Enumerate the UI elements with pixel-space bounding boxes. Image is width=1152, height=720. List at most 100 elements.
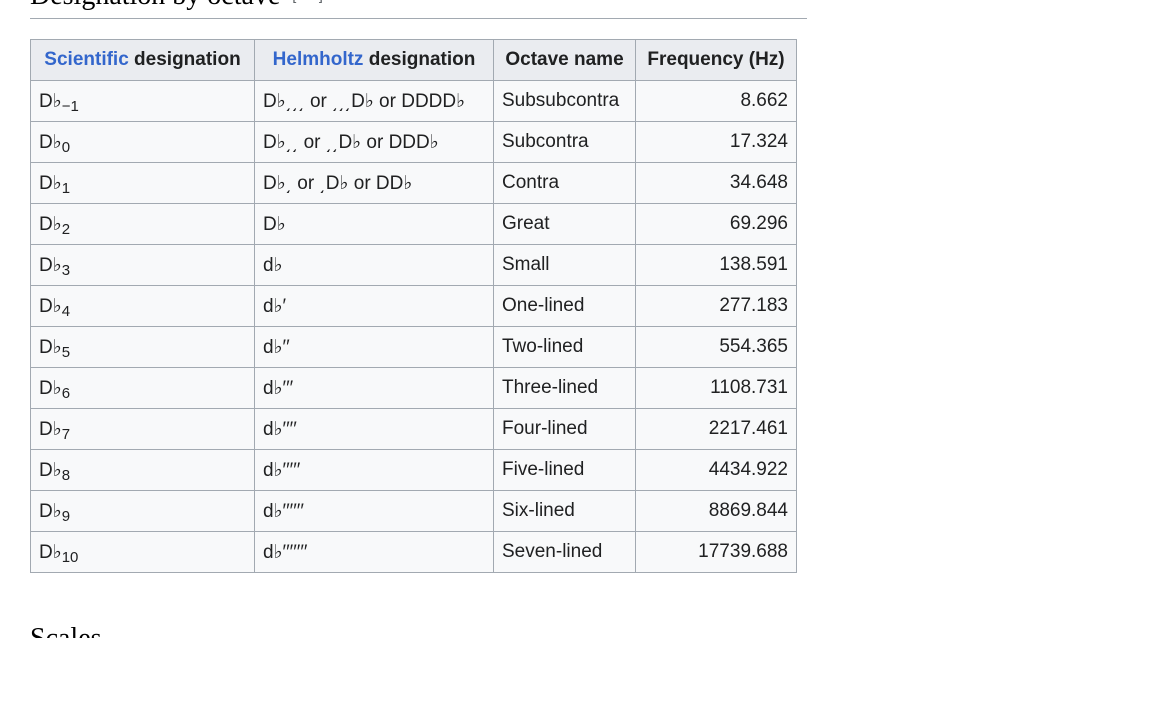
header-scientific-designation: Scientific designation	[30, 39, 255, 81]
scientific-note: D♭	[39, 172, 62, 194]
cell-octave-name: Seven-lined	[493, 531, 636, 573]
scientific-note: D♭	[39, 336, 62, 358]
table-row: D♭3 d♭ Small 138.591	[30, 244, 797, 286]
cell-helmholtz: D♭͵͵͵ or ͵͵͵D♭ or DDDD♭	[254, 80, 494, 122]
cell-frequency: 34.648	[635, 162, 797, 204]
table-row: D♭−1 D♭͵͵͵ or ͵͵͵D♭ or DDDD♭ Subsubcontra 8…	[30, 80, 797, 122]
helmholtz-link[interactable]: Helmholtz	[272, 49, 364, 70]
cell-octave-name: Three-lined	[493, 367, 636, 409]
cell-scientific: D♭0	[30, 121, 255, 163]
table-row: D♭2 D♭ Great 69.296	[30, 203, 797, 245]
edit-bracket-open: [	[292, 0, 296, 3]
octave-subscript: 4	[61, 302, 71, 320]
cell-helmholtz: d♭′′	[254, 326, 494, 368]
section-header: Designation by octave [edit]	[30, 0, 807, 19]
header-frequency: Frequency (Hz)	[635, 39, 797, 81]
section-title-row: Designation by octave [edit]	[30, 0, 323, 13]
cell-frequency: 4434.922	[635, 449, 797, 491]
edit-section-link[interactable]: edit	[296, 0, 319, 3]
cell-helmholtz: d♭	[254, 244, 494, 286]
table-row: D♭4 d♭′ One-lined 277.183	[30, 285, 797, 327]
table-row: D♭5 d♭′′ Two-lined 554.365	[30, 326, 797, 368]
table-header-row: Scientific designation Helmholtz designa…	[30, 39, 797, 81]
cell-helmholtz: d♭′	[254, 285, 494, 327]
scientific-note: D♭	[39, 418, 62, 440]
cell-frequency: 17739.688	[635, 531, 797, 573]
scientific-note: D♭	[39, 295, 62, 317]
cell-octave-name: Six-lined	[493, 490, 636, 532]
cell-scientific: D♭3	[30, 244, 255, 286]
scientific-link[interactable]: Scientific	[44, 49, 129, 70]
cell-helmholtz: d♭′′′	[254, 367, 494, 409]
octave-subscript: 5	[61, 343, 71, 361]
edit-bracket-close: ]	[319, 0, 323, 3]
octave-subscript: 1	[61, 179, 71, 197]
cell-octave-name: Subcontra	[493, 121, 636, 163]
cell-frequency: 138.591	[635, 244, 797, 286]
cell-octave-name: Four-lined	[493, 408, 636, 450]
cell-helmholtz: d♭′′′′′′	[254, 490, 494, 532]
edit-section-link-wrap: [edit]	[292, 0, 322, 3]
cell-frequency: 69.296	[635, 203, 797, 245]
cell-frequency: 2217.461	[635, 408, 797, 450]
next-section-title: Scales	[30, 622, 102, 638]
cell-scientific: D♭−1	[30, 80, 255, 122]
cell-frequency: 277.183	[635, 285, 797, 327]
cell-octave-name: Small	[493, 244, 636, 286]
table-row: D♭6 d♭′′′ Three-lined 1108.731	[30, 367, 797, 409]
scientific-note: D♭	[39, 131, 62, 153]
cell-octave-name: Great	[493, 203, 636, 245]
cell-helmholtz: d♭′′′′′	[254, 449, 494, 491]
scientific-note: D♭	[39, 254, 62, 276]
scientific-note: D♭	[39, 500, 62, 522]
table-row: D♭10 d♭′′′′′′′ Seven-lined 17739.688	[30, 531, 797, 573]
cell-frequency: 554.365	[635, 326, 797, 368]
scientific-note: D♭	[39, 459, 62, 481]
cell-scientific: D♭9	[30, 490, 255, 532]
cell-frequency: 17.324	[635, 121, 797, 163]
cell-helmholtz: D♭	[254, 203, 494, 245]
octave-subscript: 10	[61, 548, 79, 566]
header-helmholtz-rest: designation	[363, 49, 476, 70]
cell-octave-name: Two-lined	[493, 326, 636, 368]
cell-helmholtz: d♭′′′′	[254, 408, 494, 450]
table-row: D♭1 D♭͵ or ͵D♭ or DD♭ Contra 34.648	[30, 162, 797, 204]
octave-subscript: 9	[61, 507, 71, 525]
octave-subscript: 7	[61, 425, 71, 443]
cell-octave-name: Five-lined	[493, 449, 636, 491]
cell-helmholtz: D♭͵ or ͵D♭ or DD♭	[254, 162, 494, 204]
section-title: Designation by octave	[30, 0, 280, 11]
table-row: D♭0 D♭͵͵ or ͵͵D♭ or DDD♭ Subcontra 17.324	[30, 121, 797, 163]
cell-octave-name: One-lined	[493, 285, 636, 327]
cell-helmholtz: d♭′′′′′′′	[254, 531, 494, 573]
cell-frequency: 1108.731	[635, 367, 797, 409]
cell-helmholtz: D♭͵͵ or ͵͵D♭ or DDD♭	[254, 121, 494, 163]
scientific-note: D♭	[39, 90, 62, 112]
cell-octave-name: Subsubcontra	[493, 80, 636, 122]
cell-scientific: D♭4	[30, 285, 255, 327]
octave-subscript: 3	[61, 261, 71, 279]
octave-subscript: 0	[61, 138, 71, 156]
octave-subscript: −1	[61, 97, 79, 115]
cell-frequency: 8.662	[635, 80, 797, 122]
cell-scientific: D♭5	[30, 326, 255, 368]
header-scientific-rest: designation	[128, 49, 241, 70]
cell-scientific: D♭10	[30, 531, 255, 573]
table-row: D♭9 d♭′′′′′′ Six-lined 8869.844	[30, 490, 797, 532]
scientific-note: D♭	[39, 377, 62, 399]
octave-subscript: 8	[61, 466, 71, 484]
cell-scientific: D♭6	[30, 367, 255, 409]
scientific-note: D♭	[39, 541, 62, 563]
cell-scientific: D♭1	[30, 162, 255, 204]
header-helmholtz-designation: Helmholtz designation	[254, 39, 494, 81]
table-row: D♭7 d♭′′′′ Four-lined 2217.461	[30, 408, 797, 450]
table-row: D♭8 d♭′′′′′ Five-lined 4434.922	[30, 449, 797, 491]
octave-subscript: 6	[61, 384, 71, 402]
header-octave-name: Octave name	[493, 39, 636, 81]
cell-scientific: D♭2	[30, 203, 255, 245]
cell-scientific: D♭8	[30, 449, 255, 491]
cell-octave-name: Contra	[493, 162, 636, 204]
scientific-note: D♭	[39, 213, 62, 235]
table-body: D♭−1 D♭͵͵͵ or ͵͵͵D♭ or DDDD♭ Subsubcontra 8…	[30, 80, 797, 573]
octave-designation-table: Scientific designation Helmholtz designa…	[30, 39, 797, 573]
